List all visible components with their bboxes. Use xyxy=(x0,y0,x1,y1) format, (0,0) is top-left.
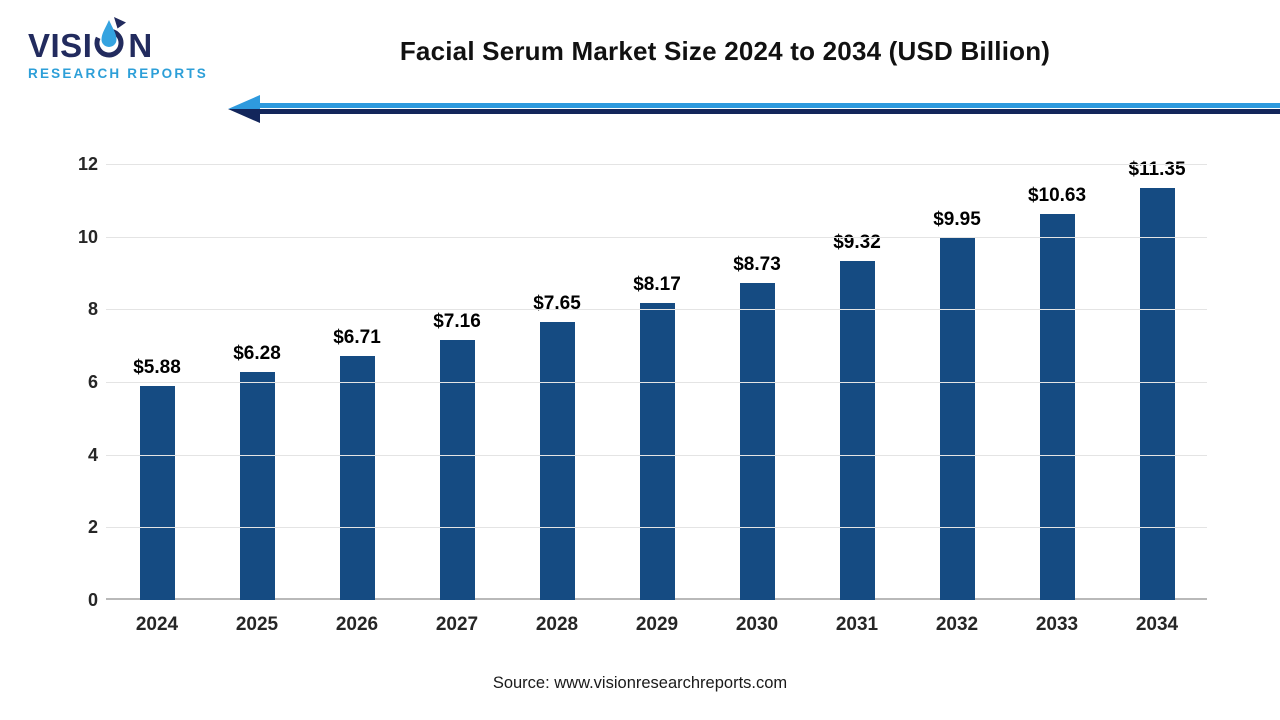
brand-logo-text-right: N xyxy=(128,27,153,64)
y-axis-tick-label: 6 xyxy=(87,372,98,392)
x-axis-labels: 2024 2025 2026 2027 2028 2029 2030 2031 2032 2033… xyxy=(107,614,1207,636)
bar xyxy=(439,339,475,600)
bar-value-label: $8.17 xyxy=(633,274,681,296)
gridline xyxy=(106,236,1207,238)
bar xyxy=(639,303,675,600)
bar xyxy=(1139,187,1175,600)
x-axis-label: 2034 xyxy=(1135,614,1179,635)
bar xyxy=(139,386,175,600)
y-axis-tick-label: 12 xyxy=(77,154,98,174)
brand-logo-subtitle: RESEARCH REPORTS xyxy=(28,66,208,81)
x-axis-label: 2026 xyxy=(335,614,379,635)
bar-value-label: $6.28 xyxy=(233,342,281,364)
x-axis-label: 2031 xyxy=(835,614,879,635)
gridline xyxy=(106,454,1207,456)
logo-o-drop-icon xyxy=(93,16,127,63)
bar-column: $8.73 xyxy=(707,254,807,600)
x-axis-label: 2032 xyxy=(935,614,979,635)
gridline xyxy=(106,382,1207,383)
brand-logo: VISI N RESEARCH REPORTS xyxy=(28,16,208,81)
bar-column: $6.71 xyxy=(307,327,407,600)
bar-column: $5.88 xyxy=(107,357,207,600)
x-axis-label: 2029 xyxy=(635,614,679,635)
gridline xyxy=(106,527,1207,529)
bar xyxy=(939,238,975,600)
bar-value-label: $11.35 xyxy=(1128,158,1186,180)
bar xyxy=(839,261,875,600)
bar-column: $10.63 xyxy=(1007,185,1107,600)
bar-value-label: $5.88 xyxy=(133,357,181,379)
arrow-line-dark xyxy=(256,109,1280,114)
bar xyxy=(339,356,375,600)
brand-logo-wordmark: VISI N xyxy=(28,16,208,62)
bar-plot-area: $5.88 $6.28 $6.71 $7.16 $7.65 $8.17 $8.73 $9.32… xyxy=(107,140,1207,600)
bar-value-label: $6.71 xyxy=(333,327,381,349)
bar-column: $9.32 xyxy=(807,232,907,600)
x-axis-label: 2028 xyxy=(535,614,579,635)
y-axis-tick-label: 8 xyxy=(87,299,98,320)
y-axis-tick-label: 4 xyxy=(87,444,98,465)
bar-value-label: $9.95 xyxy=(933,209,981,231)
left-arrow-icon xyxy=(228,95,260,128)
gridline xyxy=(106,309,1207,311)
x-axis-label: 2027 xyxy=(435,614,479,635)
bar-value-label: $8.73 xyxy=(733,253,781,275)
source-text: Source: www.visionresearchreports.com xyxy=(492,674,788,692)
bar-value-label: $7.65 xyxy=(533,293,581,315)
bar xyxy=(1039,213,1075,600)
bar-column: $9.95 xyxy=(907,209,1007,600)
bar-column: $8.17 xyxy=(607,274,707,600)
y-axis-tick-label: 2 xyxy=(87,517,98,538)
bar xyxy=(539,322,575,600)
bar xyxy=(739,282,775,600)
x-axis-label: 2033 xyxy=(1035,614,1079,635)
bar xyxy=(239,371,275,600)
x-axis-label: 2025 xyxy=(235,614,279,635)
bar-value-label: $10.63 xyxy=(1027,184,1087,206)
x-axis-label: 2024 xyxy=(135,614,179,635)
arrow-line-light xyxy=(256,103,1280,108)
gridline xyxy=(106,164,1207,165)
x-axis-label: 2030 xyxy=(735,614,779,635)
brand-logo-text-left: VISI xyxy=(28,27,93,64)
y-axis-tick-label: 0 xyxy=(87,590,98,610)
bar-column: $7.16 xyxy=(407,311,507,600)
bar-value-label: $7.16 xyxy=(433,310,481,332)
bar-column: $11.35 xyxy=(1107,159,1207,600)
chart-title: Facial Serum Market Size 2024 to 2034 (U… xyxy=(399,36,1051,66)
bar-column: $7.65 xyxy=(507,293,607,600)
y-axis-tick-label: 10 xyxy=(77,226,98,247)
bar-column: $6.28 xyxy=(207,343,307,600)
